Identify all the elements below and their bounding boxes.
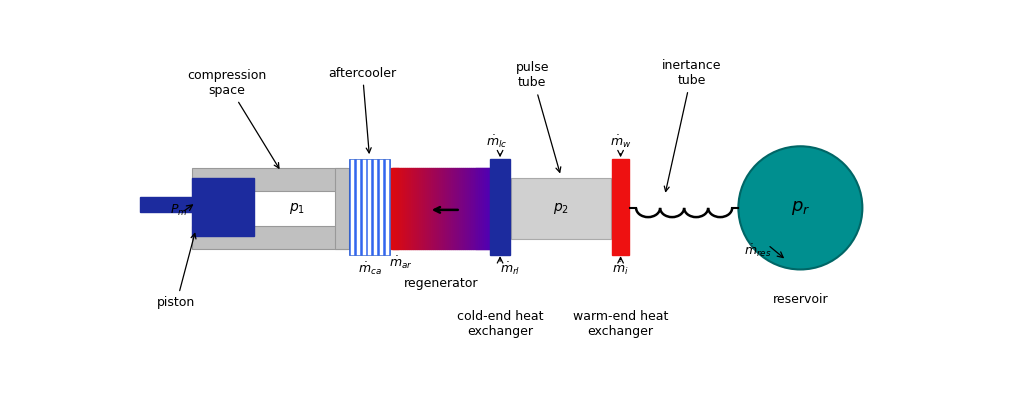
Circle shape	[739, 146, 863, 269]
Text: piston: piston	[157, 234, 196, 309]
Bar	[449, 168, 451, 249]
Text: $\dot{m}_{rl}$: $\dot{m}_{rl}$	[500, 260, 521, 277]
Bar	[425, 168, 427, 249]
Text: $p_2$: $p_2$	[553, 201, 569, 216]
Bar	[423, 168, 425, 249]
Text: warm-end heat
exchanger: warm-end heat exchanger	[573, 310, 668, 338]
Text: reservoir: reservoir	[773, 292, 828, 305]
Text: $\dot{m}_{ar}$: $\dot{m}_{ar}$	[388, 254, 413, 271]
Bar	[474, 168, 477, 249]
Bar	[439, 168, 441, 249]
Bar	[482, 168, 484, 249]
Bar	[405, 168, 408, 249]
Bar	[192, 168, 347, 191]
Bar	[478, 168, 481, 249]
Bar	[461, 168, 463, 249]
Bar	[466, 168, 469, 249]
Bar	[403, 168, 406, 249]
Bar	[476, 168, 479, 249]
Bar	[192, 225, 347, 249]
Text: inertance
tube: inertance tube	[662, 59, 721, 191]
Bar	[445, 168, 447, 249]
Text: $\dot{m}_{w}$: $\dot{m}_{w}$	[609, 133, 632, 150]
Bar	[462, 168, 465, 249]
Text: $p_1$: $p_1$	[289, 201, 305, 216]
Bar	[443, 168, 445, 249]
Bar	[488, 168, 490, 249]
Bar	[398, 168, 400, 249]
Bar	[457, 168, 459, 249]
Bar	[394, 168, 396, 249]
Bar	[437, 168, 439, 249]
Bar	[407, 168, 410, 249]
Text: cold-end heat
exchanger: cold-end heat exchanger	[457, 310, 543, 338]
Text: compression
space: compression space	[188, 69, 278, 168]
Bar	[484, 168, 486, 249]
Bar	[459, 168, 461, 249]
Bar	[411, 168, 414, 249]
Bar	[391, 168, 394, 249]
Bar	[419, 168, 422, 249]
Bar	[511, 178, 611, 240]
Bar	[480, 168, 483, 249]
Bar	[427, 168, 429, 249]
Bar	[441, 168, 443, 249]
Bar	[470, 168, 473, 249]
Bar	[429, 168, 431, 249]
Bar	[455, 168, 457, 249]
Text: aftercooler: aftercooler	[329, 67, 397, 153]
Bar	[413, 168, 416, 249]
Bar	[431, 168, 433, 249]
Text: $p_r$: $p_r$	[791, 199, 810, 217]
Text: pulse
tube: pulse tube	[516, 61, 561, 172]
Bar	[490, 159, 510, 255]
Text: regenerator: regenerator	[404, 277, 478, 290]
Bar	[417, 168, 420, 249]
Bar	[409, 168, 412, 249]
Bar	[349, 159, 389, 255]
Text: $P_m$: $P_m$	[171, 203, 188, 218]
Bar	[415, 168, 418, 249]
Bar	[192, 178, 254, 236]
Bar	[421, 168, 424, 249]
Bar	[433, 168, 435, 249]
Bar	[453, 168, 455, 249]
Text: $\dot{m}_{lc}$: $\dot{m}_{lc}$	[486, 133, 508, 150]
Bar	[396, 168, 398, 249]
Text: $\dot{m}_{res}$: $\dot{m}_{res}$	[744, 242, 772, 259]
Bar	[612, 159, 629, 255]
Text: $\dot{m}_{i}$: $\dot{m}_{i}$	[612, 260, 629, 277]
Bar	[447, 168, 449, 249]
Bar	[468, 168, 471, 249]
Bar	[400, 168, 402, 249]
Bar	[486, 168, 488, 249]
Bar	[402, 168, 404, 249]
Bar	[464, 168, 467, 249]
Text: $\dot{m}_{ca}$: $\dot{m}_{ca}$	[357, 260, 381, 277]
Bar	[335, 168, 349, 249]
Bar	[472, 168, 475, 249]
Bar	[435, 168, 437, 249]
Bar	[140, 197, 195, 213]
Bar	[451, 168, 453, 249]
